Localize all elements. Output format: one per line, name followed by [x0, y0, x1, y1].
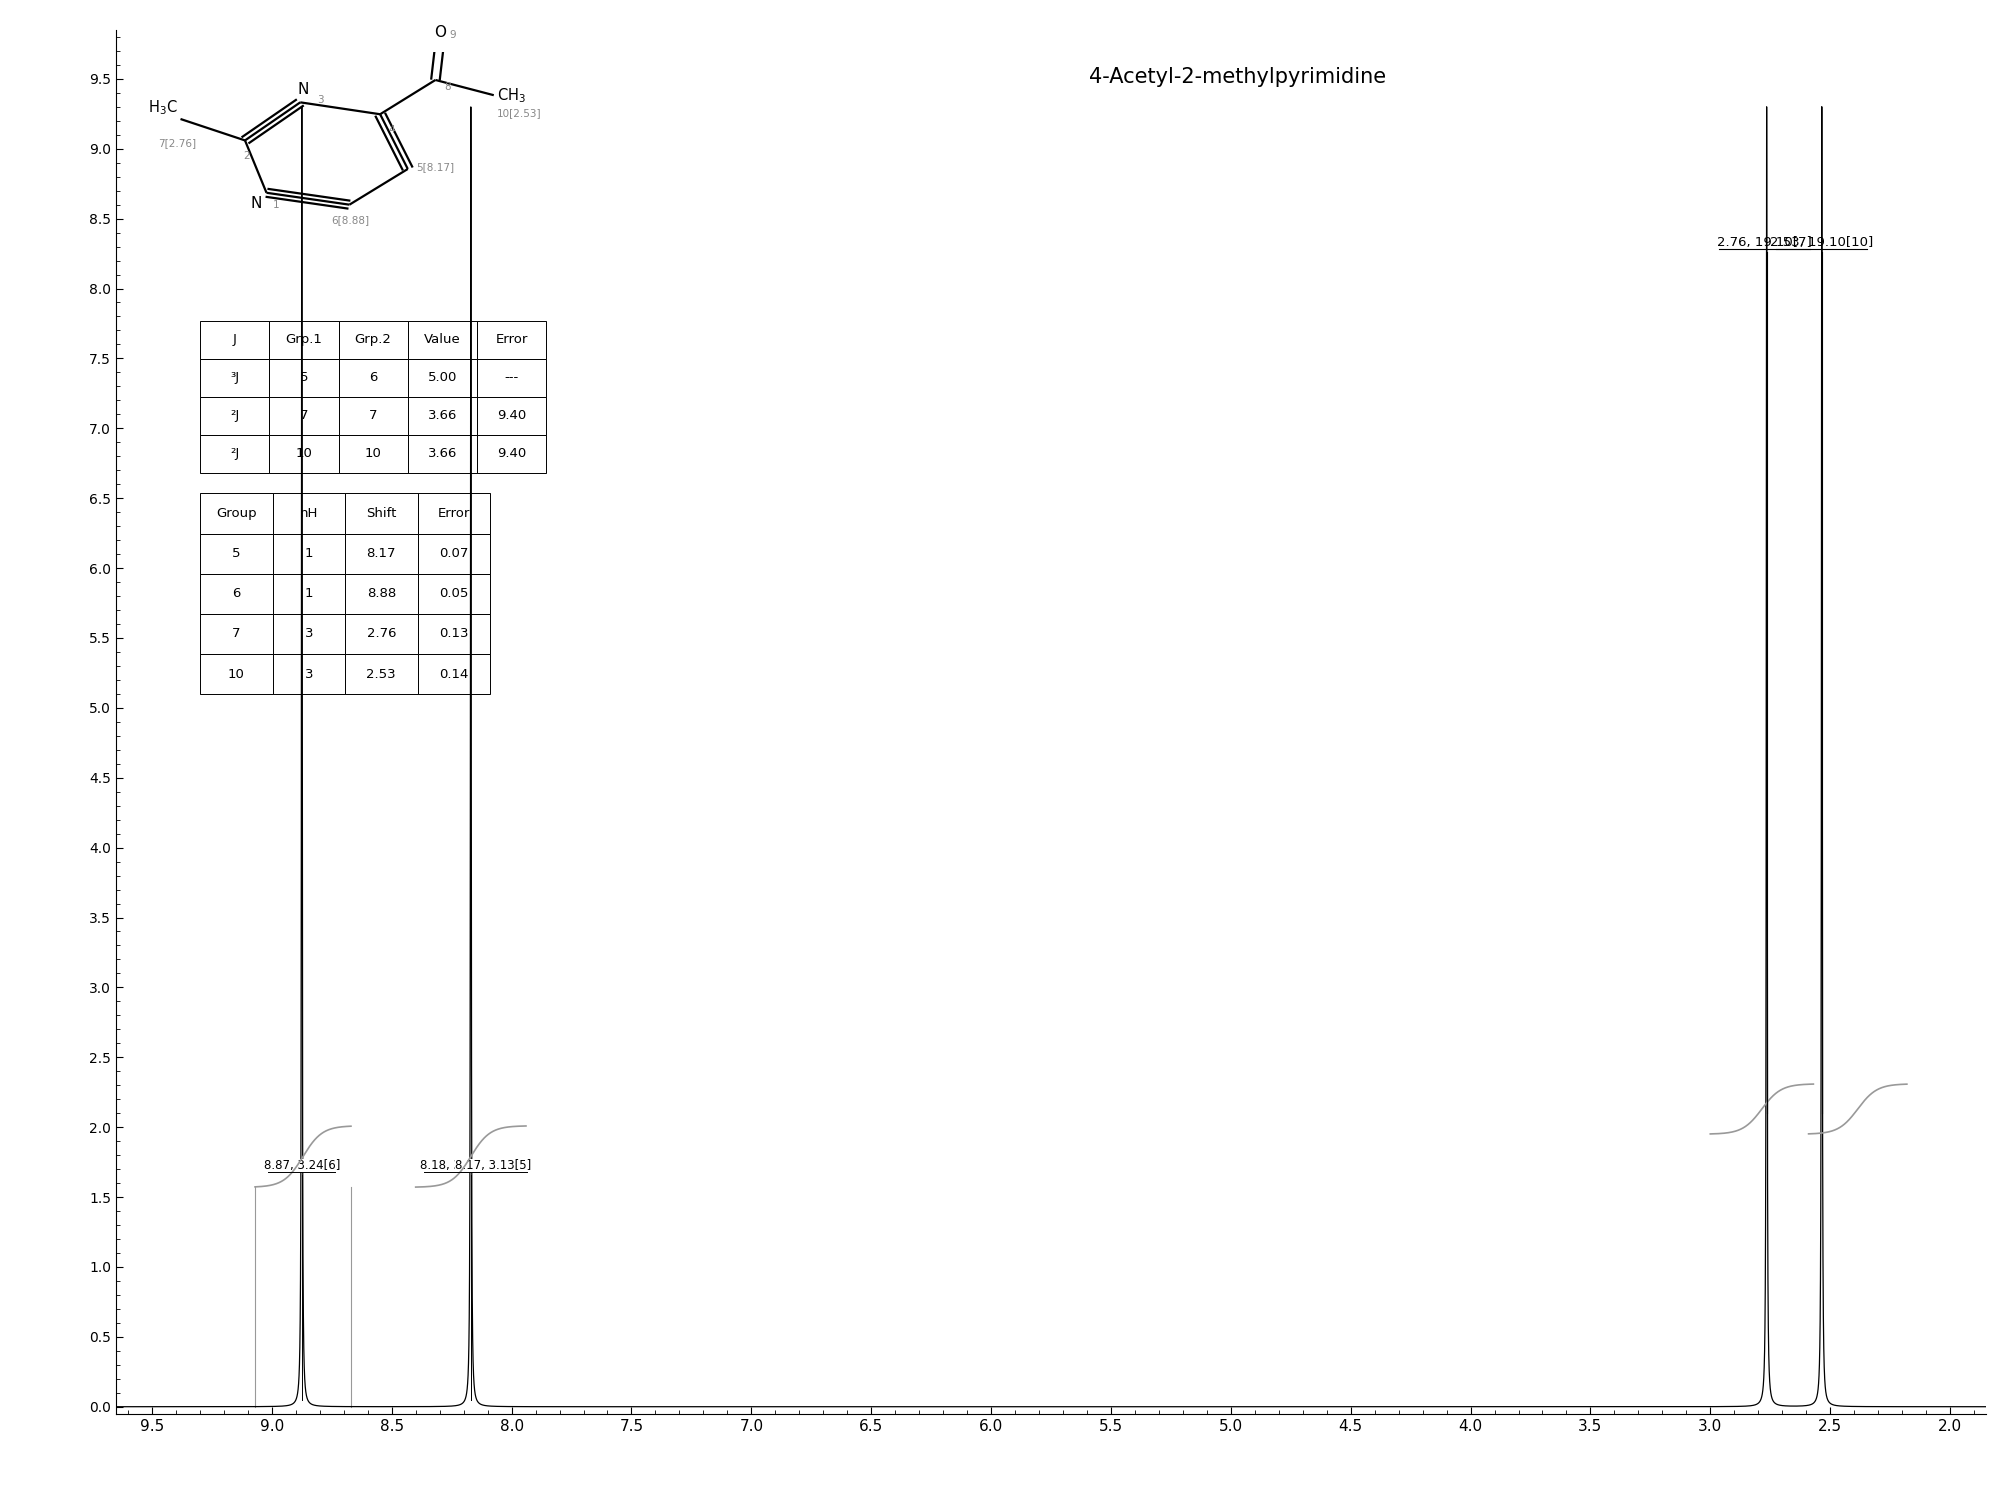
Text: 2.76, 19.10[7]: 2.76, 19.10[7] — [1716, 236, 1812, 250]
Text: 8.87, 3.24[6]: 8.87, 3.24[6] — [264, 1159, 340, 1171]
Text: 2.53, 19.10[10]: 2.53, 19.10[10] — [1770, 236, 1874, 250]
Text: 5[8.17]: 5[8.17] — [416, 162, 454, 172]
Text: CH$_3$: CH$_3$ — [498, 85, 526, 105]
Text: N: N — [298, 82, 308, 97]
Text: 1: 1 — [272, 200, 280, 209]
Text: 9: 9 — [450, 30, 456, 40]
Text: 3: 3 — [318, 94, 324, 105]
Text: 4-Acetyl-2-methylpyrimidine: 4-Acetyl-2-methylpyrimidine — [1090, 67, 1386, 87]
Text: 8: 8 — [444, 82, 450, 93]
Text: 7[2.76]: 7[2.76] — [158, 138, 196, 148]
Text: H$_3$C: H$_3$C — [148, 99, 178, 117]
Text: 6[8.88]: 6[8.88] — [332, 215, 370, 226]
Text: N: N — [250, 196, 262, 211]
Text: 2: 2 — [242, 151, 250, 162]
Text: 8.17, 3.13[5]: 8.17, 3.13[5] — [456, 1159, 532, 1171]
Text: 10[2.53]: 10[2.53] — [496, 109, 542, 118]
Text: 8.18, 3.24[5]: 8.18, 3.24[5] — [420, 1159, 496, 1171]
Text: 4: 4 — [388, 124, 396, 135]
Text: O: O — [434, 24, 446, 39]
